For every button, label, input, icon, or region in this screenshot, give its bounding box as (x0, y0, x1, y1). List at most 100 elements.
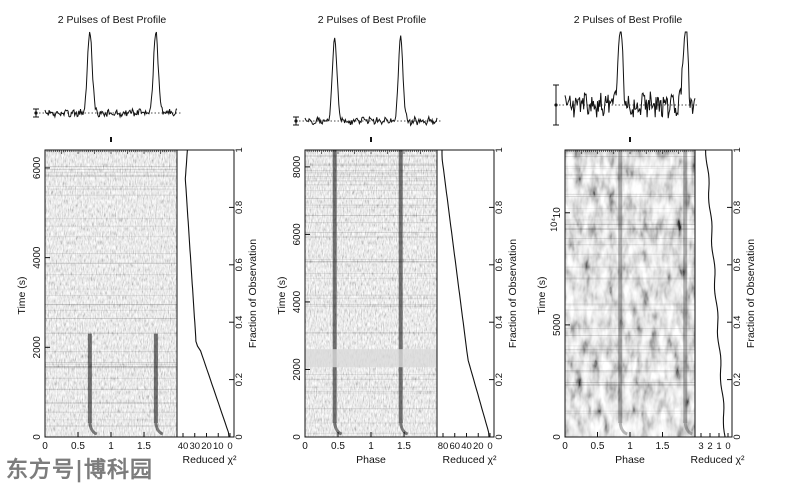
phase-tick-label: 0 (42, 441, 48, 452)
time-phase-greyscale (305, 150, 437, 437)
time-axis-label: Time (s) (536, 276, 548, 314)
chi2-tick-label: 30 (189, 441, 200, 452)
fraction-tick-label: 0.4 (234, 316, 245, 329)
fraction-tick-label: 1 (732, 147, 743, 152)
pulse-track-hook-2 (154, 422, 164, 436)
phase-tick-label: 1 (108, 441, 114, 452)
time-tick-label: 10 (552, 207, 563, 219)
phase-tick-label: 0.5 (591, 441, 605, 452)
chi2-frame (436, 149, 495, 438)
profile-title: 2 Pulses of Best Profile (318, 14, 427, 26)
chi2-tick-label: 20 (201, 441, 212, 452)
error-bar-point (34, 111, 38, 115)
pulse-track-hook-1 (618, 422, 628, 436)
chi2-tick-label: 20 (473, 441, 484, 452)
phase-tick-label: 0 (562, 441, 568, 452)
profile-marker (370, 137, 372, 142)
fraction-tick-label: 0.8 (732, 201, 743, 214)
fraction-tick-label: 1 (494, 147, 505, 152)
chi2-tick-label: 2 (707, 441, 712, 452)
data-gap-band (305, 349, 437, 368)
watermark-text: 东方号|博科园 (6, 458, 154, 483)
time-tick-label: 0 (292, 434, 303, 440)
phase-tick-label: 0.5 (71, 441, 85, 452)
chi2-axis-label: Reduced χ² (443, 454, 497, 466)
pulse-profile-line (564, 31, 696, 119)
fraction-tick-label: 0.4 (494, 316, 505, 329)
pulse-track-1 (618, 150, 623, 423)
profile-marker (110, 137, 112, 142)
profile-marker (629, 137, 631, 142)
phase-tick-label: 1 (368, 441, 374, 452)
time-tick-label: 6000 (32, 156, 43, 179)
fraction-tick-label: 0.2 (234, 373, 245, 386)
chi2-tick-label: 40 (178, 441, 189, 452)
time-tick-label: 4000 (292, 290, 303, 313)
pulse-track-hook-1 (88, 422, 98, 436)
phase-tick-label: 1 (627, 441, 633, 452)
fraction-tick-label: 0.6 (234, 258, 245, 271)
chi2-tick-label: 10 (213, 441, 224, 452)
chi2-tick-label: 0 (227, 441, 232, 452)
chi2-tick-label: 0 (487, 441, 492, 452)
panel-1: 2 Pulses of Best Profile0200040006000Tim… (16, 14, 259, 466)
pulse-track-1 (87, 333, 92, 423)
chi2-tick-label: 0 (725, 441, 730, 452)
fraction-tick-label: 0.2 (494, 373, 505, 386)
time-axis-label: Time (s) (276, 276, 288, 314)
chi2-tick-label: 60 (449, 441, 460, 452)
pulse-track-2 (683, 150, 688, 423)
fraction-tick-label: 0 (732, 434, 743, 439)
phase-tick-label: 1.5 (397, 441, 411, 452)
reduced-chi2-curve (441, 150, 490, 438)
time-tick-label: 2000 (32, 336, 43, 359)
time-tick-label: 2000 (292, 358, 303, 381)
chi2-frame (176, 149, 235, 438)
chi2-tick-label: 1 (716, 441, 721, 452)
fraction-tick-label: 0.6 (732, 258, 743, 271)
pulse-track-2 (153, 333, 158, 423)
fraction-tick-label: 0.6 (494, 258, 505, 271)
reduced-chi2-curve (705, 149, 726, 438)
pulse-track-hook-2 (683, 422, 693, 436)
chi2-tick-label: 40 (461, 441, 472, 452)
profile-title: 2 Pulses of Best Profile (58, 14, 167, 26)
phase-tick-label: 1.5 (656, 441, 670, 452)
panel-2: 2 Pulses of Best Profile0200040006000800… (276, 14, 519, 466)
fraction-tick-label: 0.2 (732, 373, 743, 386)
time-exponent: 10⁴ (549, 218, 559, 232)
chi2-tick-label: 80 (438, 441, 449, 452)
phase-axis-label: Phase (356, 454, 386, 466)
error-bar-point (554, 103, 558, 107)
pulse-track-2 (398, 150, 403, 423)
fraction-axis-label: Fraction of Observation (247, 239, 259, 348)
fraction-tick-label: 0 (234, 434, 245, 439)
chi2-axis-label: Reduced χ² (691, 454, 745, 466)
time-tick-label: 4000 (32, 246, 43, 269)
time-tick-label: 8000 (292, 155, 303, 178)
pulse-track-hook-2 (399, 422, 409, 436)
fraction-axis-label: Fraction of Observation (507, 239, 519, 348)
fraction-tick-label: 0 (494, 434, 505, 439)
time-tick-label: 5000 (552, 313, 563, 336)
pulse-track-hook-1 (333, 422, 343, 436)
fraction-tick-label: 1 (234, 147, 245, 152)
fraction-tick-label: 0.4 (732, 316, 743, 329)
phase-tick-label: 1.5 (137, 441, 151, 452)
time-tick-label: 6000 (292, 223, 303, 246)
fraction-tick-label: 0.8 (234, 201, 245, 214)
fraction-tick-label: 0.8 (494, 201, 505, 214)
chi2-frame (694, 149, 733, 438)
chi2-tick-label: 3 (698, 441, 703, 452)
time-phase-greyscale (565, 150, 695, 437)
phase-tick-label: 0 (302, 441, 308, 452)
error-bar-point (294, 119, 298, 123)
chi2-axis-label: Reduced χ² (183, 454, 237, 466)
phase-tick-label: 0.5 (331, 441, 345, 452)
profile-title: 2 Pulses of Best Profile (574, 14, 683, 26)
phase-axis-label: Phase (615, 454, 645, 466)
pulse-profile-line (44, 31, 178, 119)
time-tick-label: 0 (32, 434, 43, 440)
